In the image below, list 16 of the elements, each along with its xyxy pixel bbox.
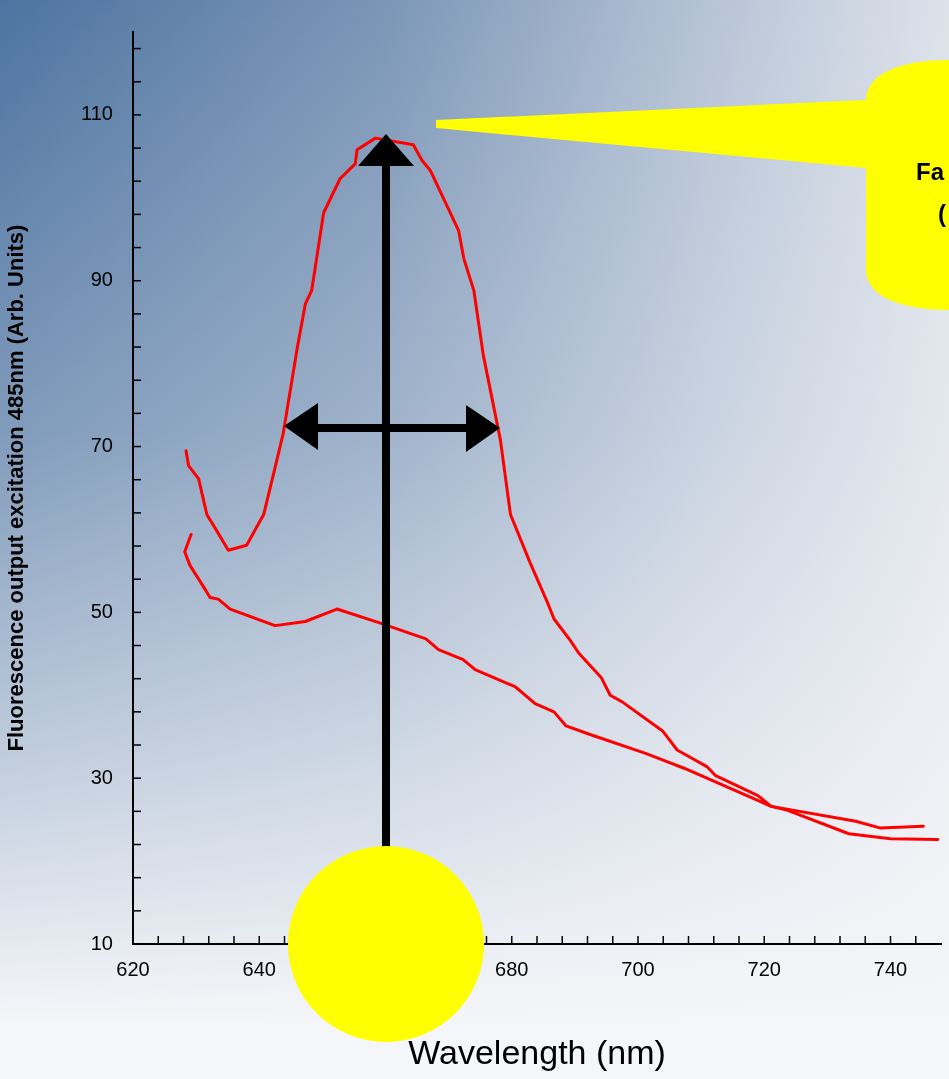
x-tick-label: 640 (242, 957, 276, 980)
y-tick-label: 70 (90, 434, 113, 457)
y-axis-title: Fluorescence output excitation 485nm (Arb. Units) (3, 224, 29, 752)
y-tick-label: 50 (90, 599, 113, 622)
y-tick-label: 10 (90, 931, 113, 954)
annotation: ( (938, 200, 946, 228)
annotation: Fa (916, 158, 945, 186)
y-tick-label: 30 (90, 765, 113, 788)
y-tick-label: 110 (81, 102, 113, 125)
x-tick-label: 680 (495, 957, 529, 980)
x-tick-label: 620 (116, 957, 150, 980)
x-tick-label: 720 (747, 957, 781, 980)
x-tick-label: 740 (873, 957, 908, 980)
y-tick-label: 90 (90, 268, 113, 291)
x-axis-title: Wavelength (nm) (408, 1032, 666, 1071)
x-tick-label: 700 (621, 957, 655, 980)
